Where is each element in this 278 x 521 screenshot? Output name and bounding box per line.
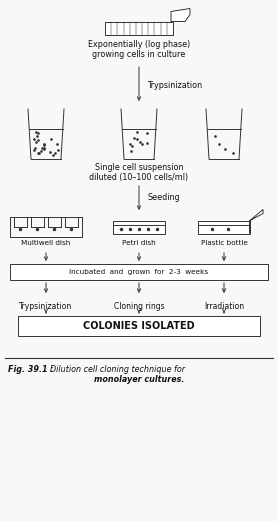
Text: Trypsinization: Trypsinization xyxy=(147,81,202,90)
Text: Single cell suspension
diluted (10–100 cells/ml): Single cell suspension diluted (10–100 c… xyxy=(90,163,188,182)
Bar xyxy=(105,21,173,34)
Bar xyxy=(198,220,250,233)
Text: Incubated  and  grown  for  2-3  weeks: Incubated and grown for 2-3 weeks xyxy=(70,269,208,275)
Polygon shape xyxy=(250,209,263,233)
Text: Cloning rings: Cloning rings xyxy=(114,302,164,311)
Text: Seeding: Seeding xyxy=(147,193,180,203)
Text: Dilution cell cloning technique for: Dilution cell cloning technique for xyxy=(50,365,185,374)
Text: Multiwell dish: Multiwell dish xyxy=(21,240,71,246)
Text: Plastic bottle: Plastic bottle xyxy=(200,240,247,246)
Text: monolayer cultures.: monolayer cultures. xyxy=(94,375,184,384)
Bar xyxy=(10,264,268,280)
Polygon shape xyxy=(171,8,190,21)
Bar xyxy=(18,316,260,336)
Text: Irradiation: Irradiation xyxy=(204,302,244,311)
Text: Fig. 39.1 :: Fig. 39.1 : xyxy=(8,365,56,374)
Text: Exponentially (log phase)
growing cells in culture: Exponentially (log phase) growing cells … xyxy=(88,40,190,59)
Text: Trypsinization: Trypsinization xyxy=(19,302,73,311)
Bar xyxy=(113,220,165,233)
Text: COLONIES ISOLATED: COLONIES ISOLATED xyxy=(83,321,195,331)
Text: Petri dish: Petri dish xyxy=(122,240,156,246)
